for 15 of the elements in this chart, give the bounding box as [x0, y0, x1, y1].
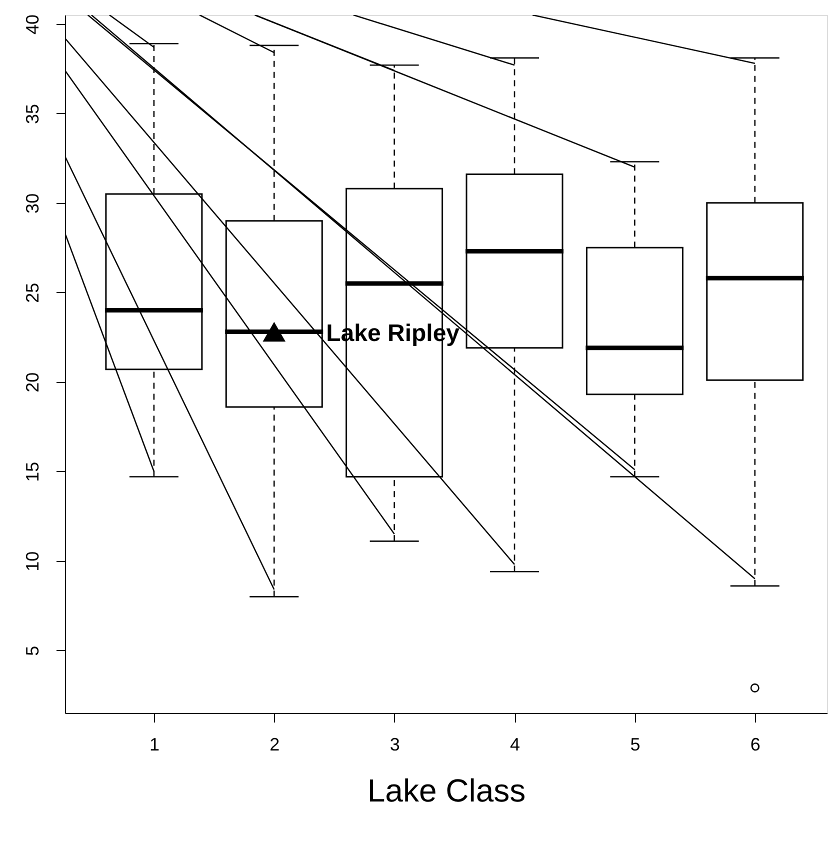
y-tick-label: 25 [22, 282, 42, 303]
y-tick-label: 20 [22, 372, 42, 392]
x-tick-label: 6 [750, 734, 760, 754]
y-tick-label: 40 [22, 14, 42, 34]
y-tick-label: 35 [22, 104, 42, 124]
x-tick-label: 4 [510, 734, 520, 754]
y-tick-label: 15 [22, 462, 42, 482]
y-tick-label: 10 [22, 551, 42, 572]
x-tick-label: 1 [149, 734, 160, 754]
x-tick-label: 3 [390, 734, 400, 754]
x-tick-label: 5 [630, 734, 640, 754]
x-axis-title: Lake Class [367, 772, 526, 808]
y-tick-label: 30 [22, 193, 42, 214]
y-tick-label: 5 [22, 646, 42, 656]
x-tick-label: 2 [270, 734, 280, 754]
